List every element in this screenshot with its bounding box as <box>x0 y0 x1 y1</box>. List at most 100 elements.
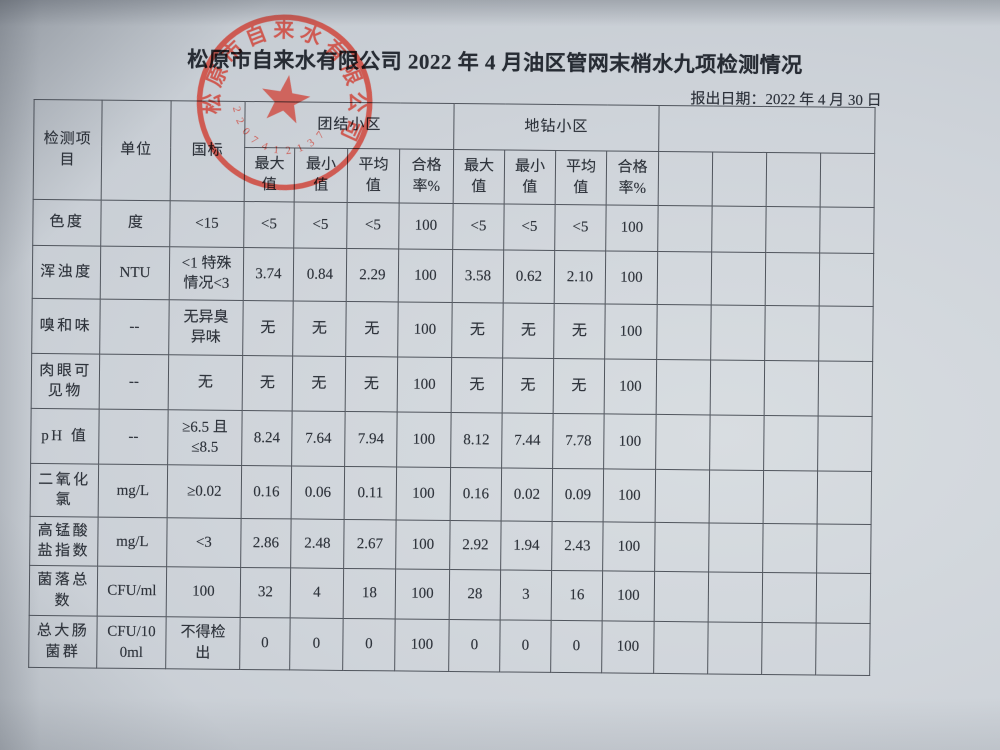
empty-cell <box>818 305 874 362</box>
cell-value: <5 <box>243 201 295 248</box>
cell-value: <5 <box>503 203 556 251</box>
empty-cell <box>655 469 710 523</box>
inspection-table: 检测项 目 单位 国标 团结小区 地钻小区 最大 值 最小 值 平均 值 合格 … <box>28 99 876 676</box>
row-unit: NTU <box>100 246 170 300</box>
row-item-label: 高锰酸 盐指数 <box>29 516 99 567</box>
empty-cell <box>763 470 818 524</box>
cell-value: 0.84 <box>293 247 347 302</box>
cell-value: 4 <box>290 567 344 619</box>
cell-value: 7.44 <box>501 412 554 469</box>
cell-value: 16 <box>551 570 603 621</box>
header-avg-1: 平均 值 <box>347 148 400 203</box>
cell-value: 100 <box>394 618 450 672</box>
cell-value: 0 <box>448 619 501 672</box>
empty-cell <box>817 470 872 525</box>
row-standard: <15 <box>169 200 245 248</box>
page-title: 松原市自来水有限公司 2022 年 4 月油区管网末梢水九项检测情况 <box>187 47 803 78</box>
table-row: 总大肠 菌群 CFU/10 0ml 不得检 出 0 0 0 100 0 0 0 … <box>28 615 871 676</box>
cell-value: 0.11 <box>344 466 397 520</box>
row-item-label: 肉眼可 见物 <box>31 353 100 410</box>
empty-cell <box>657 251 712 305</box>
row-unit: -- <box>99 354 169 410</box>
cell-value: 100 <box>396 466 451 521</box>
empty-header-cell <box>712 151 767 207</box>
row-item-label: 色度 <box>32 199 102 247</box>
cell-value: 100 <box>602 521 656 572</box>
cell-value: <5 <box>554 204 607 251</box>
cell-value: 无 <box>292 355 346 412</box>
empty-cell <box>762 523 818 573</box>
empty-cell <box>656 359 711 415</box>
empty-cell <box>657 205 713 252</box>
empty-header-cell <box>820 152 875 208</box>
empty-cell <box>819 206 875 254</box>
cell-value: 100 <box>395 519 451 570</box>
cell-value: 3.58 <box>452 249 504 303</box>
cell-value: 2.86 <box>240 518 292 568</box>
empty-cell <box>654 522 710 572</box>
cell-value: 无 <box>242 300 294 356</box>
row-standard: <3 <box>166 517 242 568</box>
empty-cell <box>765 206 821 253</box>
empty-cell <box>709 469 764 524</box>
row-unit: mg/L <box>97 517 168 567</box>
row-unit: CFU/10 0ml <box>96 616 167 669</box>
header-pass-1: 合格 率% <box>399 148 454 204</box>
empty-cell <box>711 251 766 306</box>
cell-value: <5 <box>452 203 505 250</box>
cell-value: 100 <box>397 356 452 413</box>
cell-value: 2.92 <box>449 520 502 570</box>
cell-value: 100 <box>398 202 454 250</box>
cell-value: 无 <box>292 300 347 357</box>
row-item-label: 总大肠 菌群 <box>28 615 98 669</box>
empty-cell <box>815 622 871 676</box>
cell-value: 0.02 <box>501 467 553 522</box>
cell-value: 100 <box>604 358 657 415</box>
empty-cell <box>816 523 872 574</box>
cell-value: 无 <box>451 302 504 358</box>
cell-value: 0.62 <box>503 249 555 304</box>
empty-cell <box>708 522 764 573</box>
header-group-tuanjie: 团结小区 <box>244 101 455 150</box>
row-unit: -- <box>99 299 170 355</box>
empty-header-cell <box>766 152 821 207</box>
header-item: 检测项 目 <box>33 99 103 201</box>
cell-value: 无 <box>502 302 555 359</box>
row-standard: 不得检 出 <box>165 616 241 670</box>
table-row: 高锰酸 盐指数 mg/L <3 2.86 2.48 2.67 100 2.92 … <box>29 516 872 574</box>
empty-cell <box>764 360 819 416</box>
empty-cell <box>764 305 820 361</box>
empty-cell <box>654 571 709 622</box>
cell-value: 100 <box>398 248 453 303</box>
empty-cell <box>816 572 871 624</box>
cell-value: 2.43 <box>551 521 604 571</box>
header-min-1: 最小 值 <box>294 147 348 203</box>
row-item-label: 浑浊度 <box>32 245 101 300</box>
cell-value: 0.09 <box>552 468 604 522</box>
header-group-empty <box>658 105 876 154</box>
header-unit: 单位 <box>101 100 172 201</box>
cell-value: 32 <box>240 567 291 618</box>
cell-value: <5 <box>293 201 348 249</box>
header-group-row: 检测项 目 单位 国标 团结小区 地钻小区 <box>33 99 876 202</box>
empty-cell <box>709 414 765 471</box>
row-item-label: 菌落总 数 <box>29 565 98 617</box>
table-row: 色度 度 <15 <5 <5 <5 100 <5 <5 <5 100 <box>32 199 875 254</box>
cell-value: 8.24 <box>241 410 293 466</box>
empty-cell <box>710 359 765 416</box>
cell-value: 0 <box>550 620 603 673</box>
cell-value: 28 <box>449 569 501 620</box>
row-standard: <1 特殊 情况<3 <box>169 246 244 301</box>
empty-cell <box>656 304 712 360</box>
row-standard: 无异臭 异味 <box>168 299 244 356</box>
cell-value: 7.64 <box>291 410 346 467</box>
empty-cell <box>817 415 873 472</box>
empty-cell <box>653 621 709 674</box>
empty-cell <box>707 621 763 675</box>
header-max-1: 最大 值 <box>244 147 295 202</box>
row-unit: CFU/ml <box>97 566 167 617</box>
cell-value: 无 <box>242 355 293 411</box>
cell-value: 2.10 <box>554 250 606 304</box>
row-standard: ≥0.02 <box>167 464 242 519</box>
